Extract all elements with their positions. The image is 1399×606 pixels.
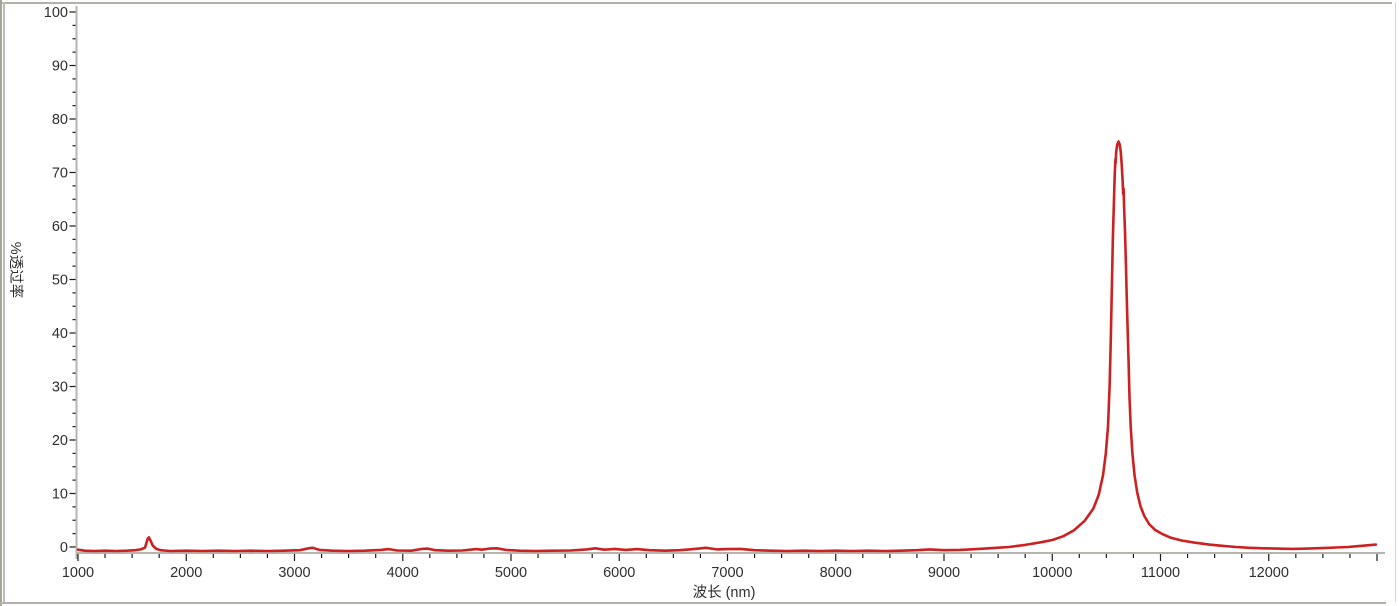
y-tick-label: 20 xyxy=(52,433,68,449)
y-tick-label: 40 xyxy=(52,326,68,342)
x-axis-tick-labels: 1000 2000 3000 4000 5000 6000 7000 8000 9000 1000… xyxy=(62,565,1289,581)
y-tick-label: 10 xyxy=(52,487,68,503)
y-tick-label: 0 xyxy=(60,540,68,556)
axes xyxy=(75,6,1385,559)
y-axis-ticks xyxy=(69,11,76,548)
x-tick-label: 10000 xyxy=(1032,565,1072,581)
x-tick-label: 2000 xyxy=(170,565,202,581)
y-tick-label: 90 xyxy=(52,59,68,75)
y-tick-label: 50 xyxy=(52,273,68,289)
y-axis-tick-labels: 0 10 20 30 40 50 60 70 80 90 100 xyxy=(44,5,68,556)
y-tick-label: 60 xyxy=(52,219,68,235)
y-tick-label: 80 xyxy=(52,112,68,128)
x-tick-label: 12000 xyxy=(1249,565,1289,581)
x-tick-label: 8000 xyxy=(820,565,852,581)
y-axis-title: %透过率 xyxy=(7,242,24,298)
x-tick-label: 6000 xyxy=(603,565,635,581)
x-tick-label: 4000 xyxy=(387,565,419,581)
x-axis-ticks xyxy=(77,554,1378,561)
transmittance-curve xyxy=(76,140,1378,553)
y-tick-label: 70 xyxy=(52,166,68,182)
x-axis-title: 波长 (nm) xyxy=(693,584,756,601)
x-tick-label: 3000 xyxy=(278,565,310,581)
x-tick-label: 9000 xyxy=(928,565,960,581)
y-tick-label: 100 xyxy=(44,5,68,21)
x-tick-label: 7000 xyxy=(711,565,743,581)
spectrum-curve-group xyxy=(76,140,1378,553)
x-tick-label: 11000 xyxy=(1141,565,1180,581)
y-tick-label: 30 xyxy=(52,380,68,396)
x-tick-label: 1000 xyxy=(62,565,94,581)
x-tick-label: 5000 xyxy=(495,565,527,581)
